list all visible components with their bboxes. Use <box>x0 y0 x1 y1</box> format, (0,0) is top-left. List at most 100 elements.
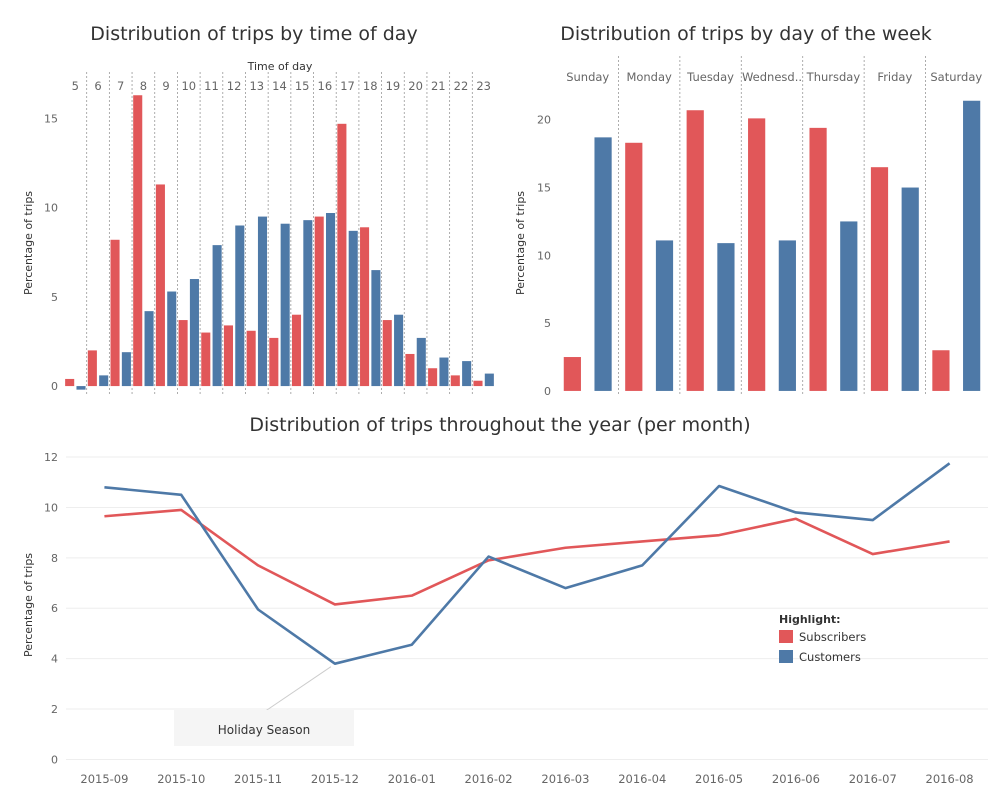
bar[interactable] <box>121 352 131 387</box>
bar[interactable] <box>932 350 950 391</box>
bar[interactable] <box>439 357 449 387</box>
x-tick-label: 2016-01 <box>388 772 436 786</box>
category-label: Saturday <box>930 70 982 84</box>
bar[interactable] <box>462 361 472 387</box>
series-line-subscribers[interactable] <box>104 508 950 606</box>
bar[interactable] <box>594 137 612 391</box>
category-label: 16 <box>318 79 333 93</box>
legend-swatch-customers[interactable] <box>779 650 793 663</box>
bar[interactable] <box>901 187 919 391</box>
bar[interactable] <box>416 337 426 387</box>
bar[interactable] <box>155 184 165 387</box>
per-month-chart: Distribution of trips throughout the yea… <box>22 414 988 786</box>
bar[interactable] <box>144 311 154 387</box>
legend-swatch-subscribers[interactable] <box>779 630 793 643</box>
category-label: 13 <box>249 79 264 93</box>
bar[interactable] <box>303 220 313 387</box>
day-of-week-separators <box>618 56 926 395</box>
bar[interactable] <box>133 95 143 387</box>
annotation-leader-line <box>263 666 332 713</box>
category-label: 11 <box>204 79 219 93</box>
day-of-week-chart: Distribution of trips by day of the week… <box>514 23 982 398</box>
bar[interactable] <box>76 386 86 390</box>
bar[interactable] <box>428 368 438 387</box>
series-line-customers[interactable] <box>104 462 951 665</box>
bar[interactable] <box>686 110 704 391</box>
annotation-box <box>174 710 354 746</box>
x-tick-label: 2016-04 <box>618 772 666 786</box>
bar[interactable] <box>809 127 827 391</box>
bar[interactable] <box>280 223 290 387</box>
bar[interactable] <box>717 243 735 391</box>
bar[interactable] <box>382 320 392 387</box>
x-tick-label: 2016-06 <box>772 772 820 786</box>
x-tick-label: 2015-09 <box>80 772 128 786</box>
bar[interactable] <box>326 213 336 387</box>
bar[interactable] <box>110 239 120 387</box>
legend-label-customers[interactable]: Customers <box>799 650 861 664</box>
time-of-day-ylabel: Percentage of trips <box>22 191 35 295</box>
y-tick-label: 5 <box>51 291 58 304</box>
bar[interactable] <box>748 118 766 391</box>
bar[interactable] <box>167 291 177 387</box>
bar[interactable] <box>450 375 460 387</box>
bar[interactable] <box>778 240 796 391</box>
y-tick-label: 5 <box>544 317 551 330</box>
bar[interactable] <box>314 216 324 387</box>
time-of-day-title: Distribution of trips by time of day <box>90 23 417 45</box>
y-tick-label: 10 <box>44 202 58 215</box>
bar[interactable] <box>870 167 889 391</box>
bar[interactable] <box>360 227 370 387</box>
bar[interactable] <box>655 240 674 391</box>
x-tick-label: 2016-05 <box>695 772 743 786</box>
y-tick-label: 0 <box>544 385 551 398</box>
bar[interactable] <box>212 245 222 387</box>
annotation-text: Holiday Season <box>218 723 310 737</box>
per-month-y-ticks: 0 2 4 6 8 10 12 <box>44 451 58 766</box>
time-of-day-chart: Distribution of trips by time of day Tim… <box>22 23 494 395</box>
y-tick-label: 0 <box>51 380 58 393</box>
y-tick-label: 15 <box>537 182 551 195</box>
category-label: 5 <box>72 79 79 93</box>
bar[interactable] <box>87 350 97 387</box>
category-label: 8 <box>140 79 147 93</box>
bar[interactable] <box>246 330 256 387</box>
bar[interactable] <box>65 378 75 387</box>
category-label: Wednesd.. <box>742 70 802 84</box>
bar[interactable] <box>337 123 347 387</box>
bar[interactable] <box>348 230 358 387</box>
bar[interactable] <box>201 332 211 387</box>
x-tick-label: 2016-03 <box>541 772 589 786</box>
bar[interactable] <box>178 320 188 387</box>
category-label: 6 <box>94 79 101 93</box>
y-tick-label: 12 <box>44 451 58 464</box>
bar[interactable] <box>484 373 494 387</box>
bar[interactable] <box>563 357 581 391</box>
bar[interactable] <box>371 270 381 387</box>
legend-label-subscribers[interactable]: Subscribers <box>799 630 866 644</box>
bar[interactable] <box>269 337 279 387</box>
day-of-week-title: Distribution of trips by day of the week <box>560 23 932 45</box>
per-month-title: Distribution of trips throughout the yea… <box>249 414 750 436</box>
bar[interactable] <box>223 325 233 387</box>
bar[interactable] <box>235 225 245 387</box>
bar[interactable] <box>405 353 415 387</box>
bar[interactable] <box>473 380 483 387</box>
category-label: Tuesday <box>686 70 734 84</box>
bar[interactable] <box>963 100 981 391</box>
bar[interactable] <box>189 279 199 387</box>
bar[interactable] <box>257 216 268 387</box>
category-label: 21 <box>431 79 446 93</box>
bar[interactable] <box>840 221 858 391</box>
bar[interactable] <box>99 375 109 387</box>
x-tick-label: 2016-02 <box>465 772 513 786</box>
category-label: 12 <box>227 79 242 93</box>
y-tick-label: 4 <box>51 653 58 666</box>
bar[interactable] <box>394 314 404 387</box>
bar[interactable] <box>291 314 302 387</box>
time-of-day-separators <box>86 72 473 395</box>
category-label: Friday <box>877 70 912 84</box>
time-of-day-category-labels: 5 6 7 8 9 10 11 12 13 14 15 16 17 18 19 20 21 22 23 <box>72 79 491 93</box>
y-tick-label: 10 <box>537 249 551 262</box>
bar[interactable] <box>625 142 643 391</box>
